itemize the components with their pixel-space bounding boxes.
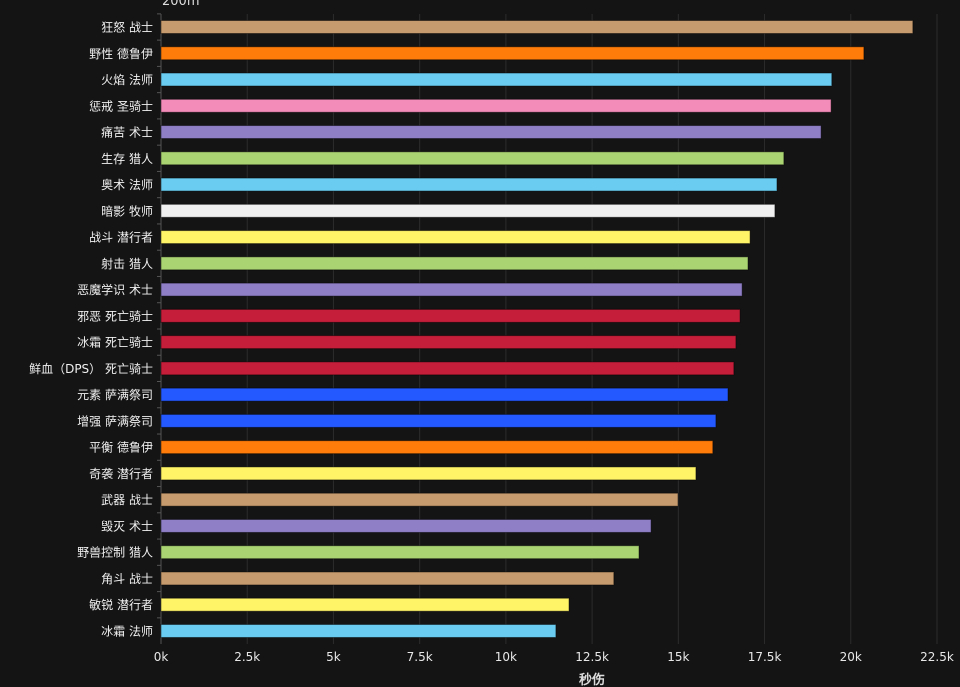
bar[interactable] <box>160 230 751 245</box>
category-label: 痛苦 术士 <box>101 125 153 140</box>
bar[interactable] <box>160 151 785 166</box>
category-label: 惩戒 圣骑士 <box>89 99 153 113</box>
bar[interactable] <box>160 571 615 586</box>
bar[interactable] <box>160 98 832 113</box>
bar[interactable] <box>160 361 735 376</box>
bar[interactable] <box>160 440 714 455</box>
category-label: 平衡 德鲁伊 <box>89 440 153 455</box>
x-tick-label: 2.5k <box>234 650 260 664</box>
category-label: 元素 萨满祭司 <box>77 388 153 402</box>
category-label: 毁灭 术士 <box>101 518 153 533</box>
bar[interactable] <box>160 466 697 481</box>
bar[interactable] <box>160 20 914 34</box>
category-label: 敏锐 潜行者 <box>89 597 153 612</box>
bar[interactable] <box>160 308 741 323</box>
category-label: 战斗 潜行者 <box>89 231 153 245</box>
bar[interactable] <box>160 282 743 297</box>
x-axis-label: 秒伤 <box>579 672 605 687</box>
x-tick-label: 12.5k <box>575 650 609 664</box>
bar[interactable] <box>160 545 640 560</box>
x-tick-label: 15k <box>667 650 689 664</box>
bar[interactable] <box>160 518 652 533</box>
category-label: 角斗 战士 <box>101 572 153 586</box>
category-label: 武器 战士 <box>101 493 153 507</box>
bar[interactable] <box>160 177 778 192</box>
category-label: 狂怒 战士 <box>101 20 153 35</box>
chart-subtitle: 200m <box>162 0 199 9</box>
x-tick-label: 0k <box>154 650 169 664</box>
category-label: 射击 猎人 <box>101 256 153 271</box>
category-label: 冰霜 死亡骑士 <box>77 336 153 350</box>
bar[interactable] <box>160 597 570 612</box>
bar[interactable] <box>160 492 679 507</box>
category-label: 火焰 法师 <box>101 72 153 87</box>
bar[interactable] <box>160 46 865 61</box>
category-label: 奥术 法师 <box>101 178 153 192</box>
x-tick-label: 10k <box>495 650 517 664</box>
bar[interactable] <box>160 623 557 638</box>
category-label: 邪恶 死亡骑士 <box>77 309 153 323</box>
bar[interactable] <box>160 203 776 218</box>
category-label: 奇袭 潜行者 <box>89 466 153 481</box>
category-label: 增强 萨满祭司 <box>77 414 153 428</box>
x-tick-label: 22.5k <box>920 650 954 664</box>
bar[interactable] <box>160 256 749 271</box>
category-label: 生存 猎人 <box>101 152 153 166</box>
category-label: 恶魔学识 术士 <box>77 282 153 297</box>
bar[interactable] <box>160 335 737 350</box>
bar[interactable] <box>160 72 833 87</box>
category-label: 野兽控制 猎人 <box>77 546 153 560</box>
category-label: 冰霜 法师 <box>101 624 153 638</box>
category-label: 暗影 牧师 <box>101 203 153 218</box>
bar[interactable] <box>160 387 729 402</box>
x-tick-label: 20k <box>840 650 862 664</box>
x-tick-label: 7.5k <box>407 650 433 664</box>
bar[interactable] <box>160 413 717 428</box>
x-tick-label: 5k <box>326 650 341 664</box>
category-label: 鲜血（DPS） 死亡骑士 <box>29 362 153 376</box>
x-tick-label: 17.5k <box>748 650 782 664</box>
category-label: 野性 德鲁伊 <box>89 46 153 61</box>
bar[interactable] <box>160 125 822 140</box>
